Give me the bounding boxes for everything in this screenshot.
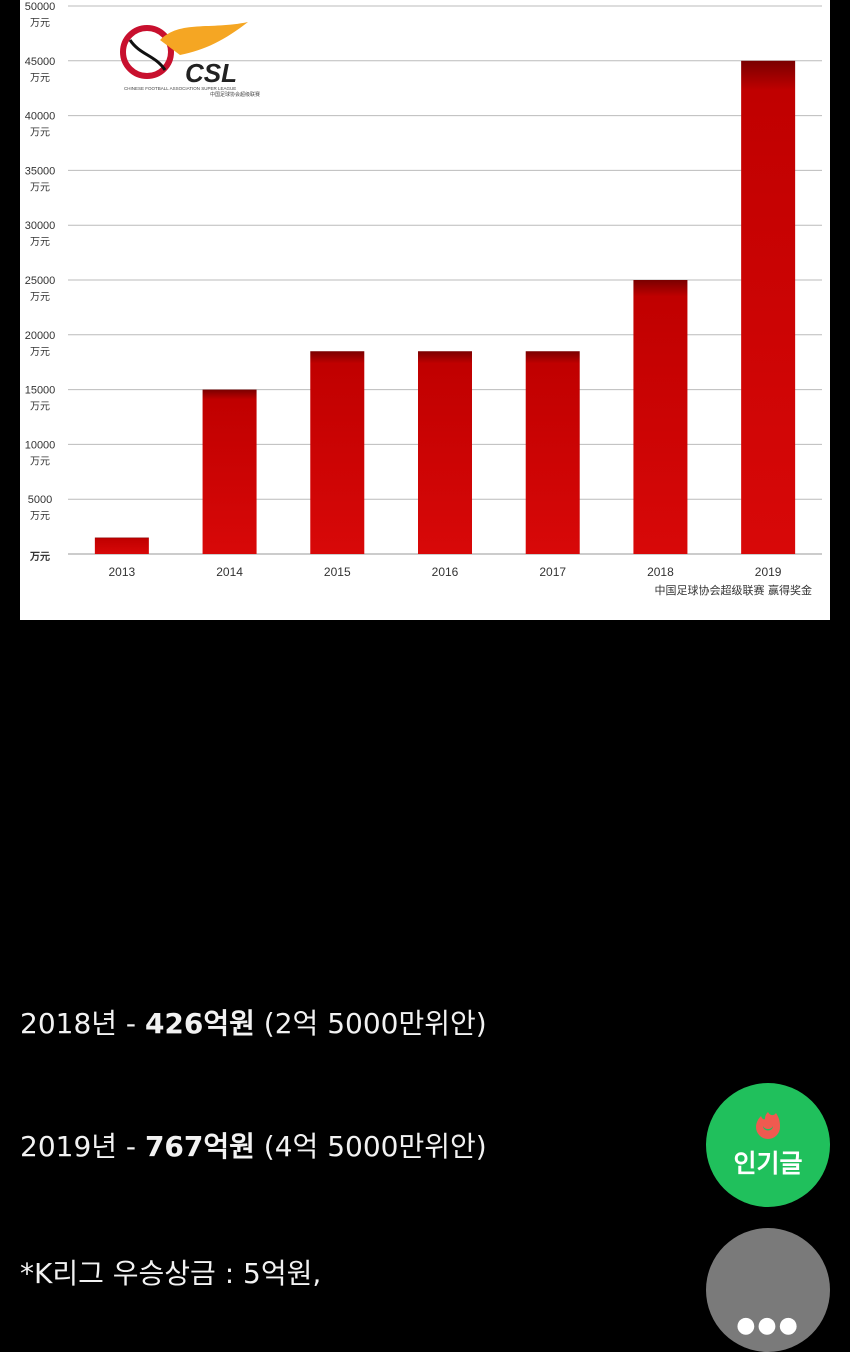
csl-logo-ball [120, 25, 174, 79]
chart-caption: 中国足球协会超级联赛 赢得奖金 [655, 583, 813, 597]
more-icon: ●●● [736, 1312, 800, 1338]
x-tick-label: 2017 [539, 565, 566, 579]
y-unit-label: 万元 [30, 182, 50, 193]
y-unit-label: 万元 [30, 292, 50, 303]
article-line-2018: 2018년 - 426억원 (2억 5000만위안) [20, 1002, 487, 1042]
x-tick-label: 2018 [647, 565, 674, 579]
line-suffix: (4억 5000만위안) [254, 1130, 487, 1163]
bar-2019 [741, 60, 796, 555]
article-line-kleague: *K리그 우승상금 : 5억원, [20, 1252, 321, 1292]
csl-logo-flame [160, 22, 248, 55]
csl-logo-text: CSL [185, 58, 237, 88]
article-line-2019: 2019년 - 767억원 (4억 5000만위안) [20, 1125, 487, 1165]
x-tick-label: 2014 [216, 565, 243, 579]
csl-logo-subtitle: CHINESE FOOTBALL ASSOCIATION SUPER LEAGU… [124, 86, 236, 91]
bar-2014 [202, 389, 257, 554]
popular-posts-button[interactable]: 인기글 [706, 1083, 830, 1207]
y-unit-label: 万元 [29, 551, 50, 563]
y-tick-label: 20000 [25, 330, 56, 342]
y-unit-label: 万元 [30, 402, 50, 413]
line-prefix: *K리그 우승상금 : 5억원, [20, 1257, 322, 1290]
y-unit-label: 万元 [30, 347, 50, 358]
y-unit-label: 万元 [30, 511, 50, 522]
more-button[interactable]: ●●● [706, 1228, 830, 1352]
y-unit-label: 万元 [30, 128, 50, 139]
y-unit-label: 万元 [30, 18, 50, 29]
x-tick-label: 2019 [755, 565, 782, 579]
y-tick-label: 5000 [28, 494, 52, 506]
y-unit-label: 万元 [30, 237, 50, 248]
line-suffix: (2억 5000만위안) [254, 1007, 487, 1040]
y-unit-label: 万元 [30, 73, 50, 84]
chart-image: 万元 5000 万元 10000 万元 15000 万元 20000 万元 25000 万元 3000… [20, 0, 830, 620]
line-prefix: 2018년 - [20, 1007, 145, 1040]
bar-2013 [94, 537, 149, 554]
y-tick-label: 35000 [25, 165, 56, 177]
bar-2018 [633, 280, 688, 554]
line-prefix: 2019년 - [20, 1130, 145, 1163]
csl-logo-subtitle-cn: 中国足球协会超级联赛 [210, 91, 260, 98]
fire-icon [756, 1112, 780, 1139]
y-tick-label: 10000 [25, 439, 56, 451]
bar-2015 [310, 351, 365, 554]
csl-logo-swirl [128, 39, 167, 71]
bar-2016 [418, 351, 472, 554]
y-tick-label: 45000 [25, 56, 56, 68]
bar-2017 [525, 351, 580, 554]
line-bold: 426억원 [144, 1007, 255, 1040]
x-tick-label: 2016 [432, 565, 459, 579]
y-tick-label: 50000 [25, 1, 56, 13]
popular-posts-label: 인기글 [733, 1149, 803, 1178]
x-tick-label: 2013 [109, 565, 136, 579]
bar-chart: 万元 5000 万元 10000 万元 15000 万元 20000 万元 25000 万元 3000… [25, 1, 822, 597]
y-tick-label: 30000 [25, 220, 56, 232]
y-tick-label: 15000 [25, 385, 56, 397]
y-tick-label: 25000 [25, 275, 56, 287]
line-bold: 767억원 [144, 1130, 255, 1163]
y-tick-label: 40000 [25, 111, 56, 123]
x-tick-label: 2015 [324, 565, 351, 579]
y-unit-label: 万元 [30, 456, 50, 467]
